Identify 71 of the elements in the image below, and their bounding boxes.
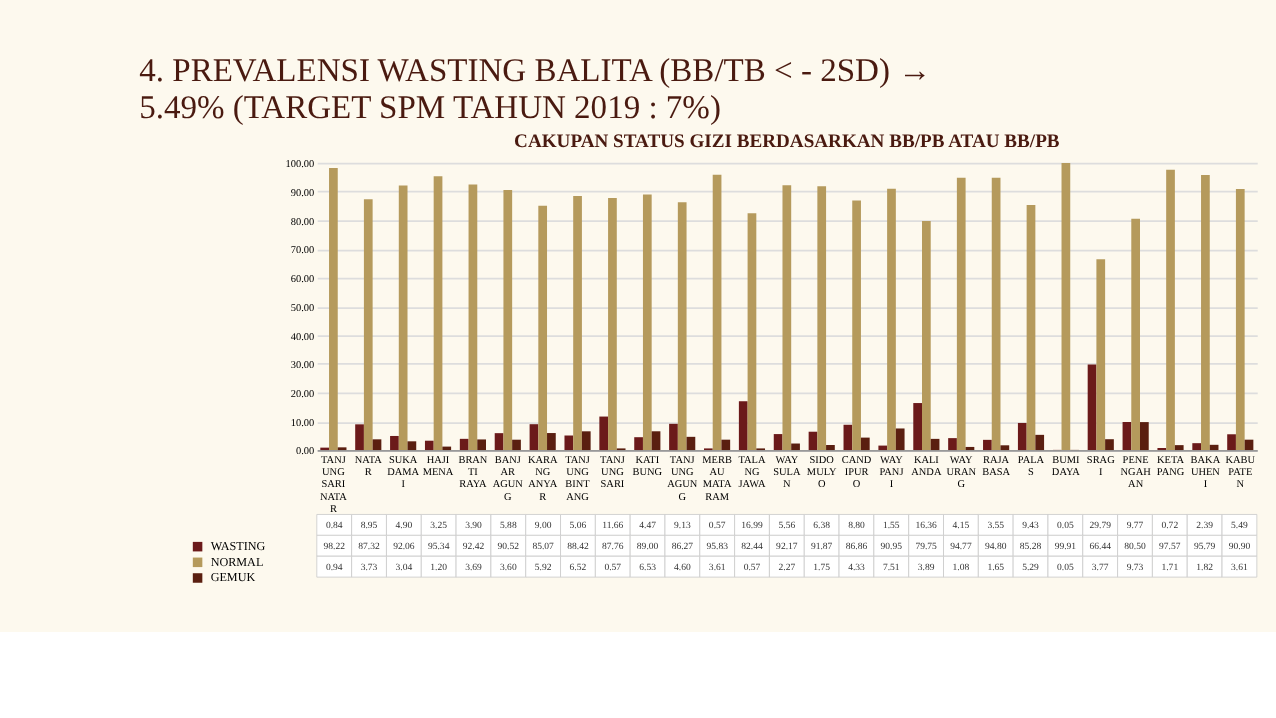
bar	[1026, 205, 1036, 451]
bar	[913, 403, 922, 451]
bar	[1235, 188, 1245, 451]
bar	[808, 431, 818, 451]
bar	[642, 194, 652, 451]
bar	[1035, 434, 1045, 451]
bar	[1087, 364, 1097, 451]
bar	[747, 213, 757, 451]
bar	[948, 438, 957, 451]
bar	[1122, 421, 1132, 451]
bar	[1096, 259, 1106, 451]
bar	[773, 434, 783, 451]
bar	[329, 167, 338, 451]
bar	[512, 439, 521, 451]
bar	[459, 438, 469, 451]
bar	[468, 184, 478, 451]
bar	[817, 186, 827, 451]
bar	[791, 443, 800, 451]
bar	[390, 435, 399, 451]
bar	[599, 416, 609, 451]
bar	[852, 200, 861, 451]
bar	[1061, 163, 1071, 451]
bar	[407, 441, 417, 451]
bar	[494, 433, 504, 451]
bar	[1131, 218, 1140, 451]
bar	[608, 197, 617, 451]
bar	[1201, 174, 1210, 451]
bar	[398, 185, 408, 451]
bar	[529, 424, 539, 451]
bar	[1166, 169, 1175, 451]
bar	[372, 439, 382, 451]
bar	[1174, 445, 1184, 451]
bar	[991, 177, 1001, 451]
bar	[634, 437, 643, 451]
bar	[738, 401, 748, 451]
bar	[826, 445, 835, 451]
bar	[1227, 434, 1236, 451]
bar	[538, 205, 548, 451]
bar	[1192, 443, 1202, 451]
bar	[860, 437, 870, 451]
bar	[878, 445, 888, 451]
bar	[433, 176, 443, 451]
bar	[1017, 422, 1027, 451]
bar	[564, 435, 574, 451]
bar	[895, 428, 905, 451]
bar	[887, 188, 896, 451]
bar	[1000, 445, 1010, 451]
bar	[721, 439, 731, 451]
bar	[477, 439, 486, 451]
bar	[983, 439, 992, 451]
bar	[355, 424, 364, 451]
bar	[930, 438, 940, 451]
bar	[922, 220, 931, 451]
bar	[669, 423, 678, 451]
chart-title: 4. PREVALENSI WASTING BALITA (BB/TB < - 2SD) → 5.49% (TARGET SPM TAHUN 2019 : 7%)	[139, 50, 932, 126]
bar	[1140, 422, 1149, 451]
bar	[581, 431, 591, 451]
bar	[712, 174, 722, 451]
bar	[363, 199, 373, 451]
bar	[503, 190, 513, 451]
bar	[547, 433, 556, 451]
bar	[843, 424, 853, 451]
bar	[651, 431, 661, 451]
bar	[424, 440, 434, 451]
bar	[686, 436, 696, 451]
chart-subtitle: CAKUPAN STATUS GIZI BERDASARKAN BB/PB ATAU BB/PB	[514, 131, 1061, 154]
bar	[956, 177, 966, 451]
bar	[1105, 439, 1114, 451]
bar	[677, 202, 687, 451]
bar	[573, 196, 582, 451]
bar	[782, 185, 792, 451]
